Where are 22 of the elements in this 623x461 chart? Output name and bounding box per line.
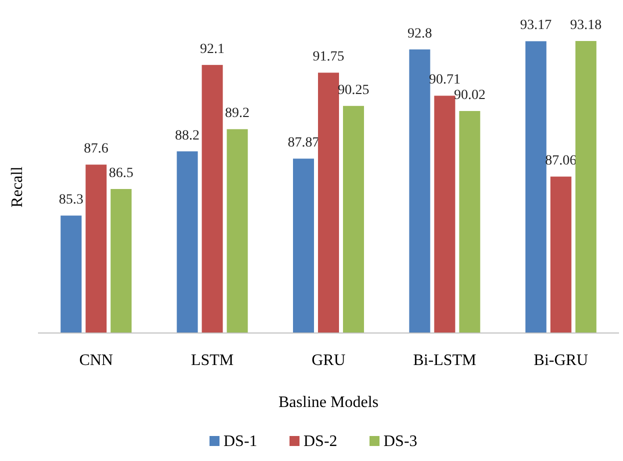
x-tick-label: Bi-GRU xyxy=(534,352,588,369)
data-label: 93.17 xyxy=(520,18,552,34)
data-label: 86.5 xyxy=(108,166,134,181)
data-label: 91.75 xyxy=(312,50,344,65)
data-label: 87.6 xyxy=(84,142,108,157)
data-label: 87.87 xyxy=(288,136,320,151)
y-axis-title: Recall xyxy=(9,166,26,208)
legend-label: DS-3 xyxy=(384,433,418,450)
data-label: 90.02 xyxy=(454,88,486,104)
legend-label: DS-2 xyxy=(304,433,338,450)
x-axis-title: Basline Models xyxy=(278,394,378,411)
x-tick-label: GRU xyxy=(312,352,346,369)
data-label: 92.8 xyxy=(407,26,432,42)
data-label: 89.2 xyxy=(225,106,250,122)
legend-label: DS-1 xyxy=(224,433,258,450)
x-tick-label: CNN xyxy=(79,352,114,369)
data-label: 93.18 xyxy=(570,18,602,33)
x-tick-label: LSTM xyxy=(190,352,234,369)
x-tick-label: Bi-LSTM xyxy=(413,352,476,369)
data-label: 85.3 xyxy=(58,192,84,208)
data-label: 88.2 xyxy=(175,128,200,144)
data-label: 92.1 xyxy=(200,42,225,57)
